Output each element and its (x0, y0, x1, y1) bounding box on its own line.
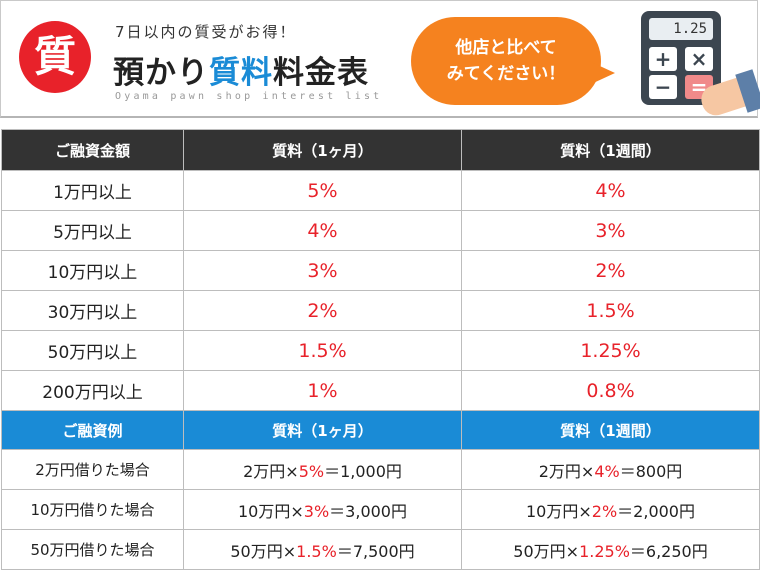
monthly-rate-cell: 4% (183, 210, 462, 251)
bubble-line-2: みてください！ (446, 64, 566, 84)
page-header: 質 7日以内の質受がお得！ 預かり質料料金表 Oyama pawn shop i… (0, 0, 760, 119)
example-label: 2万円借りた場合 (1, 449, 184, 490)
plus-key-icon: + (649, 47, 677, 71)
weekly-rate-cell: 1.5% (461, 290, 760, 331)
example-row: 2万円借りた場合 2万円×5%＝1,000円 2万円×4%＝800円 (1, 449, 760, 490)
title-part-2: 料金表 (273, 55, 369, 91)
example-result: ＝2,000円 (617, 501, 695, 521)
header-weekly: 質料（1週間） (461, 129, 760, 171)
example-result: ＝7,500円 (336, 541, 415, 561)
rates-header-row: ご融資金額 質料（1ヶ月） 質料（1週間） (1, 129, 760, 171)
example-monthly: 10万円×3%＝3,000円 (183, 489, 462, 530)
weekly-rate-cell: 0.8% (461, 370, 760, 411)
example-rate: 1.25% (579, 541, 630, 561)
weekly-rate-cell: 3% (461, 210, 760, 251)
amount-cell: 10万円以上 (1, 250, 184, 291)
times-key-icon: × (685, 47, 713, 71)
example-base: 10万円× (238, 501, 304, 521)
example-rate: 5% (298, 461, 325, 481)
header-example: ご融資例 (1, 410, 184, 450)
table-row: 50万円以上 1.5% 1.25% (1, 330, 760, 371)
amount-cell: 50万円以上 (1, 330, 184, 371)
table-row: 30万円以上 2% 1.5% (1, 290, 760, 331)
example-result: ＝1,000円 (324, 461, 402, 481)
example-rate: 2% (591, 501, 618, 521)
example-result: ＝800円 (619, 461, 683, 481)
table-row: 10万円以上 3% 2% (1, 250, 760, 291)
title-part-1: 預かり (113, 55, 209, 91)
example-row: 10万円借りた場合 10万円×3%＝3,000円 10万円×2%＝2,000円 (1, 489, 760, 530)
amount-cell: 1万円以上 (1, 170, 184, 211)
monthly-rate-cell: 1% (183, 370, 462, 411)
weekly-rate-cell: 2% (461, 250, 760, 291)
example-weekly: 50万円×1.25%＝6,250円 (461, 529, 760, 570)
example-weekly: 10万円×2%＝2,000円 (461, 489, 760, 530)
minus-key-icon: − (649, 75, 677, 99)
amount-cell: 5万円以上 (1, 210, 184, 251)
calculator-display: 1.25 (649, 18, 713, 40)
example-label: 10万円借りた場合 (1, 489, 184, 530)
bubble-tail (589, 61, 615, 85)
table-row: 5万円以上 4% 3% (1, 210, 760, 251)
speech-bubble: 他店と比べて みてください！ (411, 17, 601, 105)
example-base: 2万円× (538, 461, 595, 481)
bubble-line-1: 他店と比べて (455, 38, 557, 58)
header-example-monthly: 質料（1ヶ月） (183, 410, 462, 450)
header-amount: ご融資金額 (1, 129, 184, 171)
example-row: 50万円借りた場合 50万円×1.5%＝7,500円 50万円×1.25%＝6,… (1, 529, 760, 570)
example-base: 2万円× (243, 461, 299, 481)
example-result: ＝3,000円 (329, 501, 407, 521)
weekly-rate-cell: 1.25% (461, 330, 760, 371)
page-subtitle: 7日以内の質受がお得！ (115, 23, 297, 41)
example-rate: 3% (303, 501, 330, 521)
example-rate: 1.5% (296, 541, 337, 561)
example-result: ＝6,250円 (629, 541, 708, 561)
shichi-badge: 質 (19, 21, 91, 93)
title-highlight: 質料 (209, 55, 273, 91)
amount-cell: 200万円以上 (1, 370, 184, 411)
interest-rate-table: ご融資金額 質料（1ヶ月） 質料（1週間） 1万円以上 5% 4% 5万円以上 … (1, 129, 760, 570)
example-monthly: 2万円×5%＝1,000円 (183, 449, 462, 490)
example-label: 50万円借りた場合 (1, 529, 184, 570)
example-monthly: 50万円×1.5%＝7,500円 (183, 529, 462, 570)
table-row: 200万円以上 1% 0.8% (1, 370, 760, 411)
english-subtitle: Oyama pawn shop interest list (115, 91, 383, 102)
monthly-rate-cell: 3% (183, 250, 462, 291)
examples-header-row: ご融資例 質料（1ヶ月） 質料（1週間） (1, 410, 760, 450)
monthly-rate-cell: 5% (183, 170, 462, 211)
example-weekly: 2万円×4%＝800円 (461, 449, 760, 490)
header-monthly: 質料（1ヶ月） (183, 129, 462, 171)
amount-cell: 30万円以上 (1, 290, 184, 331)
header-example-weekly: 質料（1週間） (461, 410, 760, 450)
example-base: 10万円× (526, 501, 592, 521)
example-base: 50万円× (513, 541, 580, 561)
example-base: 50万円× (230, 541, 297, 561)
table-row: 1万円以上 5% 4% (1, 170, 760, 211)
page-title: 預かり質料料金表 (113, 47, 369, 92)
example-rate: 4% (594, 461, 620, 481)
weekly-rate-cell: 4% (461, 170, 760, 211)
monthly-rate-cell: 1.5% (183, 330, 462, 371)
monthly-rate-cell: 2% (183, 290, 462, 331)
